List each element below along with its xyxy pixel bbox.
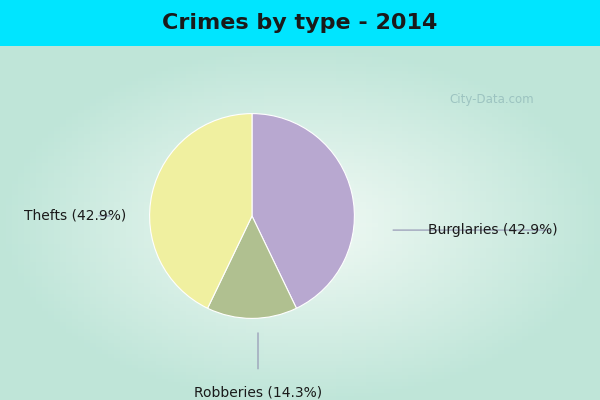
Wedge shape [252,114,355,308]
Text: City-Data.com: City-Data.com [449,93,535,106]
Text: Robberies (14.3%): Robberies (14.3%) [194,386,322,400]
Text: Burglaries (42.9%): Burglaries (42.9%) [428,223,558,237]
Wedge shape [149,114,252,308]
Text: Thefts (42.9%): Thefts (42.9%) [24,209,126,223]
Wedge shape [208,216,296,318]
Text: Crimes by type - 2014: Crimes by type - 2014 [163,13,437,33]
